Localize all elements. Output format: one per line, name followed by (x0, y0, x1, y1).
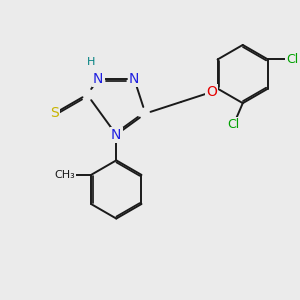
Text: S: S (50, 106, 59, 120)
Text: Cl: Cl (227, 118, 240, 131)
Text: O: O (206, 85, 217, 99)
Text: N: N (93, 72, 104, 86)
Text: CH₃: CH₃ (54, 170, 75, 180)
Text: N: N (111, 128, 122, 142)
Text: Cl: Cl (286, 53, 298, 66)
Text: N: N (129, 72, 140, 86)
Text: H: H (86, 57, 95, 68)
